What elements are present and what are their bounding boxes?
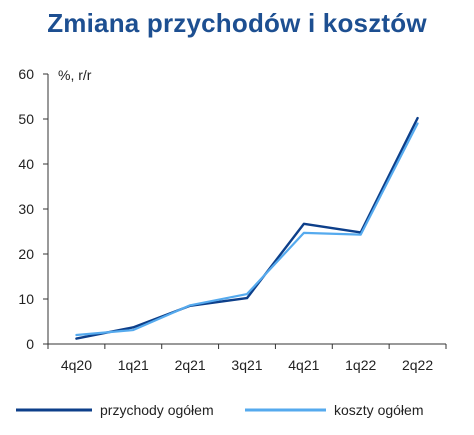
legend: przychody ogółem koszty ogółem	[16, 402, 423, 418]
y-tick-label: 40	[18, 156, 34, 172]
y-tick-label: 60	[18, 66, 34, 82]
y-axis-ticks: 0 10 20 30 40 50 60	[18, 66, 48, 352]
x-tick-label: 3q21	[231, 357, 262, 373]
y-tick-label: 10	[18, 291, 34, 307]
x-tick-label: 2q22	[402, 357, 433, 373]
y-tick-label: 0	[26, 336, 34, 352]
chart-title: Zmiana przychodów i kosztów	[47, 8, 427, 38]
series-lines	[75, 116, 419, 340]
series-line-revenue	[75, 116, 419, 340]
x-tick-label: 2q21	[175, 357, 206, 373]
x-axis-ticks: 4q20 1q21 2q21 3q21 4q21 1q22 2q22	[47, 344, 447, 373]
legend-label: przychody ogółem	[100, 402, 214, 418]
series-line-costs	[75, 122, 419, 337]
axes	[47, 74, 446, 345]
legend-label: koszty ogółem	[334, 402, 423, 418]
x-tick-label: 4q20	[61, 357, 92, 373]
y-tick-label: 20	[18, 246, 34, 262]
y-tick-label: 50	[18, 111, 34, 127]
x-tick-label: 1q21	[118, 357, 149, 373]
x-tick-label: 4q21	[288, 357, 319, 373]
y-tick-label: 30	[18, 201, 34, 217]
y-axis-unit-label: %, r/r	[58, 67, 92, 83]
x-tick-label: 1q22	[345, 357, 376, 373]
